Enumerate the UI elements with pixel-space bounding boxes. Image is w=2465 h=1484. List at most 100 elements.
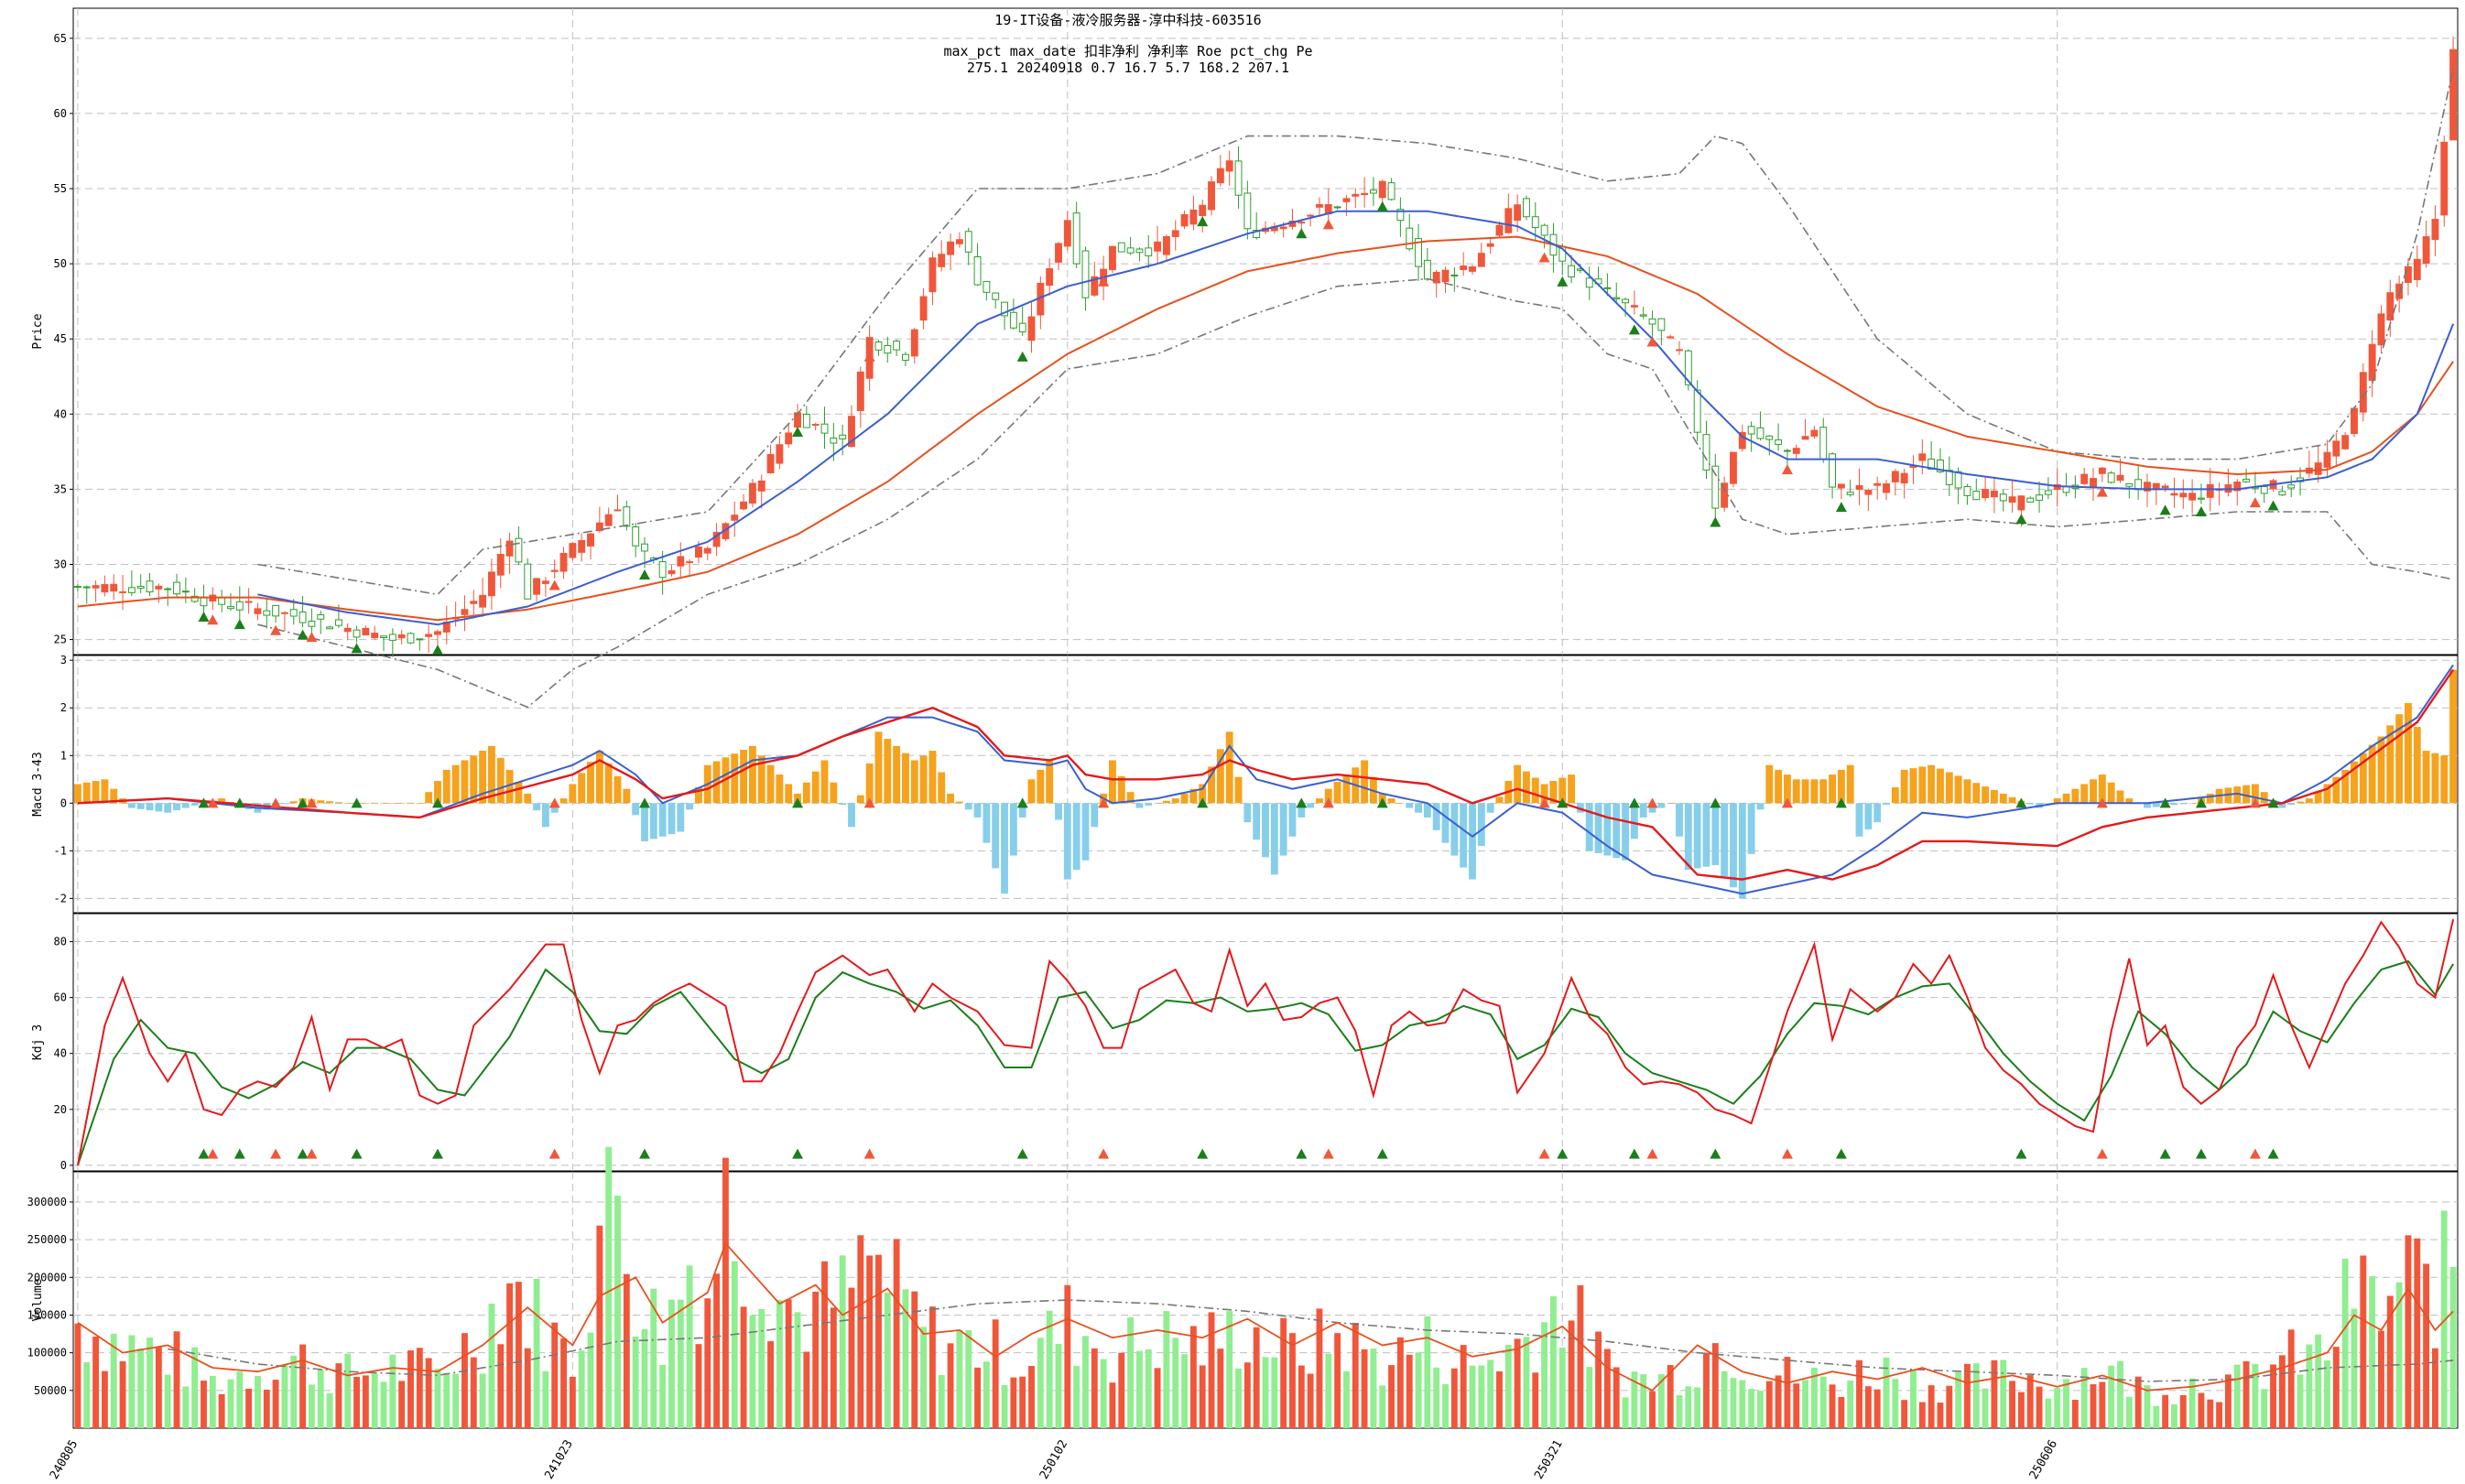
volume-bar: [2054, 1387, 2061, 1428]
volume-bar: [1243, 1362, 1251, 1428]
candle-body: [2036, 494, 2044, 501]
volume-bar: [614, 1196, 621, 1428]
candle-body: [983, 280, 991, 293]
macd-hist-bar: [839, 803, 847, 806]
candle-body: [2368, 343, 2376, 381]
candle-body: [1738, 431, 1746, 450]
macd-buy-marker: [297, 797, 309, 808]
price-sell-marker: [2249, 497, 2261, 508]
candle-body: [802, 413, 810, 428]
vol-y-tick-label: 100000: [27, 1347, 67, 1359]
buy-signal-marker: [1376, 1148, 1388, 1159]
candle-body: [343, 627, 352, 633]
macd-hist-bar: [1676, 803, 1683, 837]
volume-bar: [1748, 1389, 1755, 1428]
sell-signal-marker: [270, 1148, 282, 1159]
candle-body: [1657, 318, 1666, 331]
volume-bar: [2405, 1235, 2412, 1428]
volume-bar: [1793, 1383, 1800, 1428]
volume-bar: [2386, 1295, 2394, 1428]
macd-hist-bar: [362, 803, 370, 804]
volume-bar: [317, 1369, 324, 1428]
candle-body: [289, 609, 298, 617]
macd-hist-bar: [1891, 786, 1899, 804]
macd-hist-bar: [1702, 803, 1710, 867]
macd-hist-bar: [848, 803, 855, 828]
candle-body: [218, 597, 226, 605]
x-tick-label: 241023: [542, 1438, 575, 1482]
buy-signal-marker: [1197, 1148, 1209, 1159]
volume-bar: [1172, 1338, 1179, 1428]
volume-bar: [2026, 1375, 2034, 1428]
volume-bar: [884, 1292, 891, 1428]
buy-signal-marker: [1710, 1148, 1721, 1159]
candle-body: [362, 627, 370, 636]
volume-bar: [947, 1343, 954, 1428]
macd-buy-marker: [351, 797, 363, 808]
macd-hist-bar: [1568, 774, 1576, 804]
volume-bar: [2440, 1210, 2448, 1428]
candle-body: [848, 416, 855, 448]
volume-bar: [578, 1350, 585, 1428]
volume-bar: [1450, 1368, 1458, 1428]
macd-hist-bar: [82, 782, 91, 804]
macd-hist-bar: [2107, 782, 2115, 804]
macd-sell-marker: [1538, 797, 1550, 808]
price-y-label: Price: [31, 313, 45, 349]
macd-hist-bar: [1594, 803, 1602, 853]
candle-body: [1469, 266, 1476, 272]
volume-bar: [587, 1332, 594, 1428]
volume-bar: [785, 1299, 792, 1428]
macd-hist-bar: [1801, 779, 1809, 804]
candle-body: [785, 432, 793, 445]
candle-body: [830, 438, 838, 444]
macd-hist-bar: [1288, 803, 1297, 837]
macd-buy-marker: [792, 797, 804, 808]
candle-body: [1639, 314, 1647, 317]
macd-hist-bar: [578, 773, 586, 804]
volume-bar: [191, 1347, 199, 1428]
macd-hist-bar: [326, 801, 333, 804]
volume-bar: [830, 1307, 837, 1428]
macd-hist-bar: [155, 803, 163, 812]
macd-hist-bar: [1963, 779, 1971, 804]
candle-body: [1081, 250, 1090, 298]
macd-hist-bar: [955, 801, 963, 804]
volume-bar: [2449, 1266, 2457, 1428]
candle-body: [110, 583, 118, 592]
macd-hist-bar: [587, 762, 594, 804]
volume-bar: [928, 1306, 936, 1428]
macd-hist-bar: [1135, 803, 1144, 808]
volume-bar: [326, 1392, 333, 1428]
candle-body: [1307, 214, 1315, 217]
candle-body: [146, 580, 154, 593]
candle-body: [1792, 448, 1800, 454]
volume-bar: [2134, 1376, 2142, 1428]
candle-body: [1810, 429, 1819, 437]
volume-bar: [965, 1330, 972, 1428]
macd-hist-bar: [2305, 798, 2313, 804]
candle-body: [1055, 243, 1062, 263]
buy-signal-marker: [431, 1148, 443, 1159]
volume-bar: [2144, 1385, 2151, 1428]
macd-hist-bar: [1657, 803, 1666, 808]
price-sell-marker: [1781, 464, 1793, 475]
macd-hist-bar: [2206, 793, 2214, 804]
candle-body: [227, 606, 234, 610]
volume-bar: [1586, 1367, 1593, 1428]
axis-layer: 240805 241023 250102 250321 2506062530354045…: [27, 32, 2061, 1482]
volume-bar: [1496, 1370, 1503, 1428]
macd-buy-marker: [233, 797, 245, 808]
candle-body: [371, 633, 379, 639]
price-buy-marker: [2159, 504, 2171, 515]
kdj-y-tick-label: 80: [54, 936, 67, 948]
volume-bar: [209, 1375, 216, 1428]
volume-bar: [1775, 1375, 1782, 1428]
macd-hist-bar: [1324, 788, 1332, 804]
volume-bar: [1504, 1345, 1512, 1428]
macd-frame: [72, 655, 2459, 914]
volume-bar: [1864, 1386, 1872, 1428]
macd-hist-bar: [218, 798, 226, 804]
macd-hist-bar: [1523, 771, 1530, 804]
candle-body: [280, 612, 288, 614]
